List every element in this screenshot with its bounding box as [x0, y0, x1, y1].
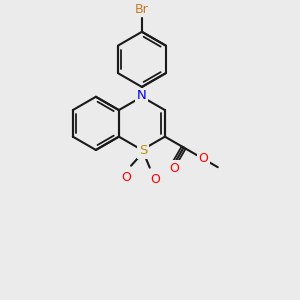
Text: O: O [169, 162, 179, 175]
Text: O: O [121, 171, 131, 184]
Text: S: S [139, 144, 147, 158]
Text: O: O [151, 173, 160, 186]
Text: N: N [137, 89, 147, 102]
Text: Br: Br [135, 3, 149, 16]
Text: O: O [198, 152, 208, 165]
